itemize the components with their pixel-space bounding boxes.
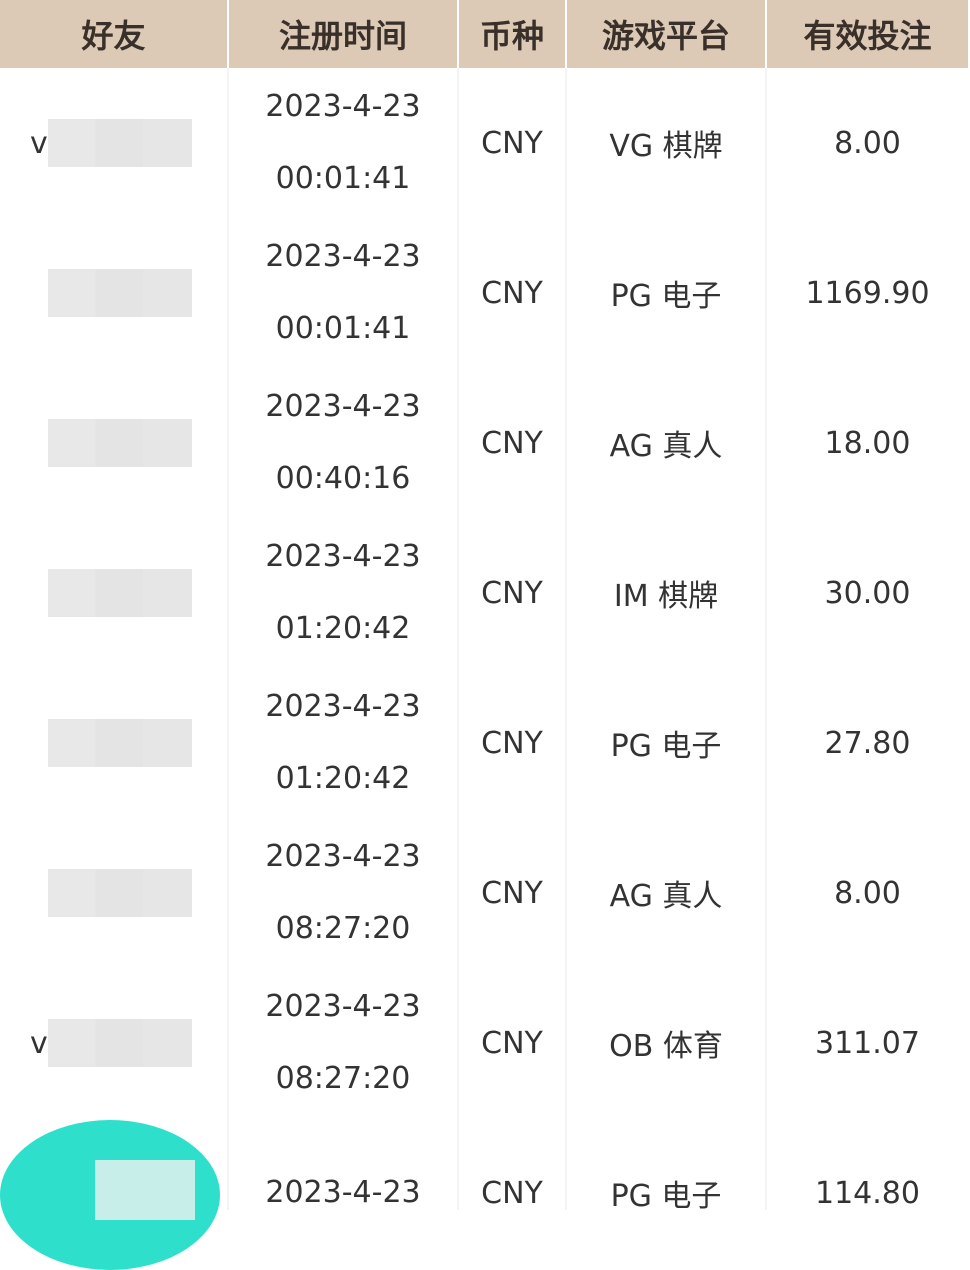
register-time: 01:20:42: [275, 611, 411, 646]
friend-cell: [0, 518, 227, 668]
currency-cell: CNY: [481, 275, 543, 311]
valid-bet-cell: 8.00: [834, 875, 901, 911]
register-time: 00:01:41: [275, 161, 411, 196]
platform-cell: AG 真人: [609, 879, 723, 914]
register-date: 2023-4-23: [265, 389, 421, 424]
register-time-cell: 2023-4-23 00:01:41: [229, 218, 457, 368]
register-date: 2023-4-23: [265, 1175, 421, 1210]
platform-cell: PG 电子: [610, 279, 722, 314]
currency-cell: CNY: [481, 1175, 543, 1211]
friend-cell: v: [0, 968, 227, 1118]
mosaic-mask: [48, 869, 192, 917]
currency-cell: CNY: [481, 725, 543, 761]
currency-cell: CNY: [481, 875, 543, 911]
platform-cell: PG 电子: [610, 729, 722, 764]
header-friend: 好友: [0, 0, 227, 68]
friend-cell: v x1: [0, 68, 227, 218]
mosaic-mask: [48, 419, 192, 467]
register-time-cell: 2023-4-23 01:20:42: [229, 668, 457, 818]
table-row[interactable]: 2023-4-23 08:27:20 CNY AG 真人 8.00: [0, 818, 970, 968]
register-time: 08:27:20: [275, 1061, 411, 1096]
valid-bet-cell: 8.00: [834, 125, 901, 161]
friend-cell: [0, 218, 227, 368]
register-time: 00:40:16: [275, 461, 411, 496]
table-row[interactable]: 2023-4-23 01:20:42 CNY IM 棋牌 30.00: [0, 518, 970, 668]
register-time-cell: 2023-4-23 00:01:41: [229, 68, 457, 218]
register-time-cell: 2023-4-23: [229, 1118, 457, 1268]
register-time: 08:27:20: [275, 911, 411, 946]
mosaic-mask: [95, 1160, 195, 1220]
valid-bet-cell: 311.07: [815, 1025, 920, 1061]
header-currency: 币种: [459, 0, 565, 68]
platform-cell: VG 棋牌: [609, 129, 723, 164]
divider: [765, 68, 767, 1210]
header-platform: 游戏平台: [567, 0, 765, 68]
mosaic-mask: [48, 119, 192, 167]
mosaic-mask: [48, 1019, 192, 1067]
currency-cell: CNY: [481, 125, 543, 161]
header-valid-bet: 有效投注: [767, 0, 968, 68]
mosaic-mask: [48, 719, 192, 767]
platform-cell: PG 电子: [610, 1179, 722, 1214]
register-time-cell: 2023-4-23 08:27:20: [229, 818, 457, 968]
divider: [457, 68, 459, 1210]
register-date: 2023-4-23: [265, 689, 421, 724]
currency-cell: CNY: [481, 1025, 543, 1061]
register-date: 2023-4-23: [265, 239, 421, 274]
platform-cell: IM 棋牌: [613, 579, 719, 614]
valid-bet-cell: 27.80: [824, 725, 911, 761]
table-row[interactable]: v 2023-4-23 08:27:20 CNY OB 体育 311.07: [0, 968, 970, 1118]
table-row[interactable]: 2023-4-23 00:40:16 CNY AG 真人 18.00: [0, 368, 970, 518]
valid-bet-cell: 114.80: [815, 1175, 920, 1211]
friend-cell: [0, 368, 227, 518]
register-date: 2023-4-23: [265, 89, 421, 124]
platform-cell: OB 体育: [609, 1029, 723, 1064]
currency-cell: CNY: [481, 575, 543, 611]
currency-cell: CNY: [481, 425, 543, 461]
register-time-cell: 2023-4-23 00:40:16: [229, 368, 457, 518]
valid-bet-cell: 30.00: [824, 575, 911, 611]
register-time: 00:01:41: [275, 311, 411, 346]
table-row[interactable]: 2023-4-23 00:01:41 CNY PG 电子 1169.90: [0, 218, 970, 368]
register-date: 2023-4-23: [265, 989, 421, 1024]
valid-bet-cell: 18.00: [824, 425, 911, 461]
divider: [565, 68, 567, 1210]
platform-cell: AG 真人: [609, 429, 723, 464]
friend-cell: [0, 668, 227, 818]
divider: [227, 68, 229, 1210]
friend-name: v: [30, 1025, 48, 1061]
register-time-cell: 2023-4-23 08:27:20: [229, 968, 457, 1118]
mosaic-mask: [48, 569, 192, 617]
register-time: 01:20:42: [275, 761, 411, 796]
valid-bet-cell: 1169.90: [805, 275, 930, 311]
mosaic-mask: [48, 269, 192, 317]
register-date: 2023-4-23: [265, 539, 421, 574]
register-date: 2023-4-23: [265, 839, 421, 874]
table-header: 好友 注册时间 币种 游戏平台 有效投注: [0, 0, 970, 68]
register-time-cell: 2023-4-23 01:20:42: [229, 518, 457, 668]
table-row[interactable]: v x1 2023-4-23 00:01:41 CNY VG 棋牌 8.00: [0, 68, 970, 218]
header-register-time: 注册时间: [229, 0, 457, 68]
friend-cell: [0, 818, 227, 968]
table-row[interactable]: 2023-4-23 01:20:42 CNY PG 电子 27.80: [0, 668, 970, 818]
